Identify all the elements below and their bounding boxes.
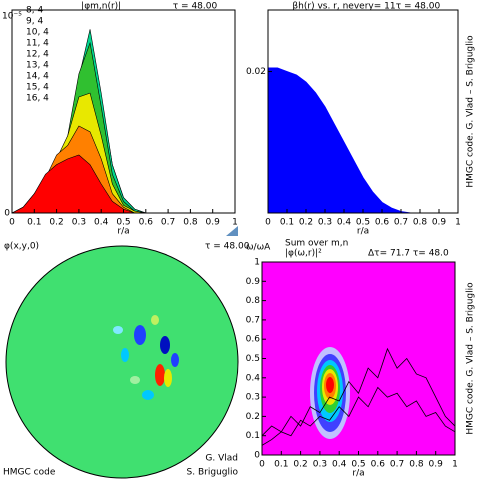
x-tick-label: 1 (455, 218, 461, 228)
chart-title: βh(r) vs. r, nevery= 11 (292, 2, 395, 12)
y-tick-label: 0.2 (246, 412, 260, 422)
x-tick-label: 0.2 (49, 218, 63, 228)
legend-entry: 11, 4 (26, 39, 49, 49)
x-tick-label: 0 (9, 218, 15, 228)
y-tick-label: 0.6 (246, 335, 261, 345)
chart-title: |φm,n(r)| (81, 2, 121, 12)
potential-map (5, 245, 239, 479)
credit: HMGC code (3, 468, 56, 478)
tau-label: τ = 48.00 (173, 2, 218, 12)
x-tick-label: 0.1 (27, 218, 41, 228)
y-tick-label: 0.02 (246, 67, 266, 77)
x-tick-label: 0.4 (332, 460, 347, 470)
y-tick-label: 0.5 (246, 354, 260, 364)
x-tick-label: 0.4 (94, 218, 109, 228)
chart-title: φ(x,y,0) (4, 242, 39, 252)
x-tick-label: 0.1 (280, 218, 294, 228)
legend-entry: 9, 4 (26, 17, 43, 27)
legend-entry: 14, 4 (26, 72, 49, 82)
x-tick-label: 0.9 (206, 218, 221, 228)
credit: HMGC code. G. Vlad – S. Briguglio (466, 282, 476, 435)
y-tick-label: 0.9 (246, 277, 261, 287)
y-axis-label: ω/ωA (246, 243, 271, 253)
y-tick-label: 0.3 (246, 393, 260, 403)
tau-label: τ = 48.00 (396, 2, 441, 12)
x-tick-label: 0.7 (390, 460, 404, 470)
y-unit-label: 10⁻⁵ (2, 12, 22, 22)
y-tick-label: 0.8 (246, 296, 261, 306)
chart-subtitle: Sum over m,n (285, 239, 348, 249)
x-tick-label: 0.9 (429, 460, 444, 470)
y-tick-label: 0.1 (246, 431, 260, 441)
x-tick-label: 0.5 (356, 218, 370, 228)
x-axis-label: r/a (357, 227, 369, 237)
credit: HMGC code. G. Vlad – S. Briguglio (466, 35, 476, 188)
y-tick-label: 0.4 (246, 373, 261, 383)
x-tick-label: 0.6 (139, 218, 154, 228)
credit: S. Briguglio (187, 468, 239, 478)
y-tick-label: 0 (254, 451, 260, 461)
x-tick-label: 0.5 (351, 460, 365, 470)
chart-title: |φ(ω,r)|² (285, 249, 322, 259)
x-tick-label: 0.3 (72, 218, 86, 228)
legend-entry: 15, 4 (26, 83, 49, 93)
legend-entry: 10, 4 (26, 28, 49, 38)
tau-label: τ = 48.00 (205, 242, 250, 252)
x-tick-label: 0.2 (293, 460, 307, 470)
x-tick-label: 0 (259, 460, 265, 470)
continuum-line (261, 347, 456, 436)
x-tick-label: 1 (232, 218, 238, 228)
x-tick-label: 0.2 (299, 218, 313, 228)
x-tick-label: 0.3 (318, 218, 332, 228)
x-tick-label: 0.8 (409, 460, 424, 470)
x-axis-label: r/a (352, 469, 364, 479)
x-tick-label: 0.6 (371, 460, 386, 470)
plot-background (262, 262, 455, 455)
x-tick-label: 0.3 (313, 460, 327, 470)
annotation: Δτ= 71.7 τ= 48.0 (368, 249, 449, 259)
x-tick-label: 0 (265, 218, 271, 228)
x-tick-label: 0.7 (394, 218, 408, 228)
x-tick-label: 0.6 (375, 218, 390, 228)
x-tick-label: 0.5 (116, 218, 130, 228)
y-tick-label: 0 (4, 209, 10, 219)
continuum-line (261, 386, 456, 446)
y-tick-label: 0.7 (246, 315, 260, 325)
x-tick-label: 0.4 (337, 218, 352, 228)
x-tick-label: 1 (452, 460, 458, 470)
x-tick-label: 0.7 (161, 218, 175, 228)
legend-entry: 13, 4 (26, 61, 49, 71)
x-axis-label: r/a (117, 227, 129, 237)
x-tick-label: 0.8 (183, 218, 198, 228)
y-tick-label: 1 (254, 258, 260, 268)
spectrum-contour (310, 347, 350, 439)
x-tick-label: 0.8 (413, 218, 428, 228)
corner-icon (226, 226, 238, 236)
credit: G. Vlad (205, 454, 238, 464)
legend-entry: 16, 4 (26, 94, 49, 104)
x-tick-label: 0.9 (432, 218, 447, 228)
legend-entry: 12, 4 (26, 50, 49, 60)
x-tick-label: 0.1 (274, 460, 288, 470)
